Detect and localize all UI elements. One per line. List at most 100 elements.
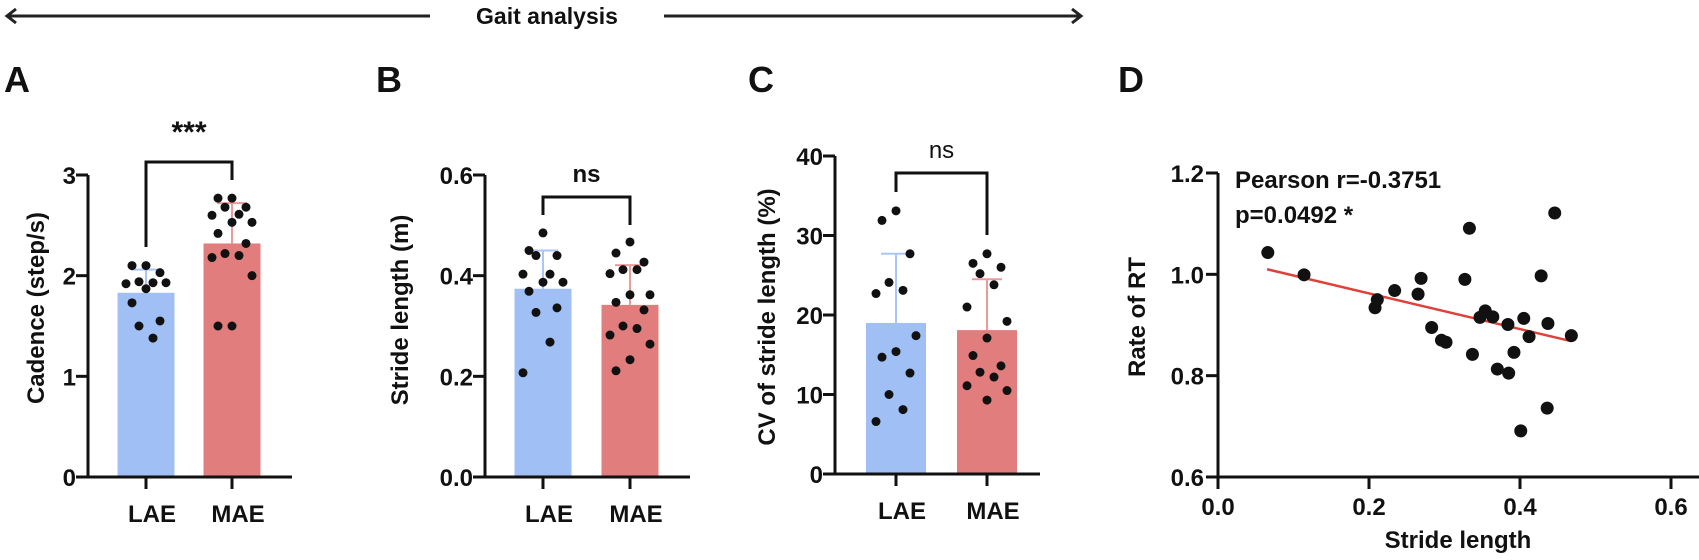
- data-point: [898, 405, 908, 415]
- data-point: [625, 355, 635, 365]
- data-point: [141, 261, 151, 271]
- data-point: [975, 269, 985, 279]
- data-point: [968, 351, 978, 361]
- data-point: [213, 321, 223, 331]
- data-point: [1548, 206, 1562, 220]
- significance-label: ***: [171, 116, 206, 149]
- y-tick-label: 1: [63, 364, 76, 391]
- y-tick-label: 0: [63, 465, 76, 492]
- y-tick-label: 10: [796, 383, 823, 410]
- data-point: [1490, 362, 1504, 376]
- data-point: [234, 209, 244, 219]
- x-tick-label: 0.0: [1201, 494, 1234, 521]
- arrow-left-icon: [4, 7, 17, 25]
- data-point: [1411, 287, 1425, 301]
- data-point: [531, 307, 541, 317]
- data-point: [213, 228, 223, 238]
- data-point: [148, 333, 158, 343]
- data-point: [911, 331, 921, 341]
- x-tick-label: 0.2: [1352, 494, 1385, 521]
- data-point: [207, 253, 217, 263]
- data-point: [968, 258, 978, 268]
- data-point: [632, 324, 642, 334]
- y-tick-label: 40: [796, 144, 823, 171]
- data-point: [611, 297, 621, 307]
- data-point: [891, 347, 901, 357]
- data-point: [241, 238, 251, 248]
- data-point: [148, 278, 158, 288]
- data-point: [524, 286, 534, 296]
- data-point: [234, 251, 244, 261]
- panel-b: LAE MAE 0.0 0.2 0.4 0.6 Stride length (m) ns: [387, 161, 690, 528]
- data-point: [1425, 321, 1439, 335]
- data-point: [127, 261, 137, 271]
- data-point: [1297, 268, 1311, 282]
- data-point: [227, 217, 237, 227]
- data-point: [605, 269, 615, 279]
- data-point: [1370, 293, 1384, 307]
- panel-a: LAE MAE 0 1 2 3 Cadence (step/s) ***: [23, 116, 292, 528]
- data-point: [1414, 271, 1428, 285]
- panel-c: LAE MAE 0 10 20 30 40 CV of stride length (%) ns: [754, 137, 1040, 525]
- y-tick-label: 1.2: [1171, 161, 1204, 188]
- data-point: [134, 277, 144, 287]
- data-point: [1502, 366, 1516, 380]
- data-point: [524, 246, 534, 255]
- data-point: [1501, 317, 1515, 331]
- data-point: [127, 298, 137, 308]
- y-tick-label: 0.4: [440, 264, 474, 291]
- data-point: [1439, 335, 1453, 349]
- data-point: [996, 262, 1006, 272]
- p-value-annotation: p=0.0492 *: [1235, 202, 1354, 229]
- data-point: [989, 280, 999, 290]
- y-axis-label: CV of stride length (%): [754, 188, 781, 445]
- data-point: [884, 277, 894, 287]
- significance-label: ns: [572, 161, 600, 188]
- data-point: [518, 368, 528, 378]
- panel-label-c: C: [748, 59, 774, 100]
- correlation-annotation: Pearson r=-0.3751: [1235, 167, 1441, 194]
- data-point: [982, 395, 992, 405]
- y-tick-label: 20: [796, 303, 823, 330]
- data-point: [905, 249, 915, 259]
- data-point: [141, 284, 151, 294]
- data-point: [213, 193, 223, 203]
- y-tick-label: 2: [63, 264, 76, 291]
- x-tick-label: MAE: [211, 501, 264, 528]
- y-tick-label: 3: [63, 163, 76, 190]
- header-banner: Gait analysis: [4, 3, 1084, 29]
- bar-lae: [117, 292, 175, 477]
- arrow-right-icon: [1071, 7, 1084, 25]
- data-point: [227, 193, 237, 203]
- data-point: [618, 321, 628, 331]
- data-point: [1261, 246, 1275, 260]
- data-point: [161, 278, 171, 288]
- data-point: [898, 285, 908, 295]
- data-point: [625, 237, 635, 247]
- significance-bracket: [894, 171, 989, 235]
- data-point: [227, 321, 237, 331]
- x-tick-label: LAE: [878, 498, 926, 525]
- data-point: [962, 381, 972, 391]
- data-point: [996, 361, 1006, 371]
- data-point: [1462, 221, 1476, 235]
- panel-label-b: B: [376, 59, 402, 100]
- data-point: [1002, 316, 1012, 326]
- data-point: [632, 265, 642, 275]
- data-point: [552, 251, 562, 261]
- data-point: [962, 302, 972, 312]
- x-tick-label: LAE: [525, 501, 573, 528]
- x-tick-label: LAE: [128, 501, 176, 528]
- significance-bracket: [541, 195, 632, 225]
- data-point: [1514, 424, 1528, 438]
- data-point: [1540, 401, 1554, 415]
- data-point: [207, 210, 217, 220]
- panel-label-d: D: [1118, 59, 1144, 100]
- data-point: [538, 277, 548, 287]
- data-point: [1002, 386, 1012, 396]
- data-point: [1517, 311, 1531, 325]
- y-axis-label: Stride length (m): [387, 215, 414, 406]
- y-axis-label: Rate of RT: [1124, 257, 1151, 377]
- x-tick-label: 0.4: [1503, 494, 1537, 521]
- data-point: [241, 202, 251, 212]
